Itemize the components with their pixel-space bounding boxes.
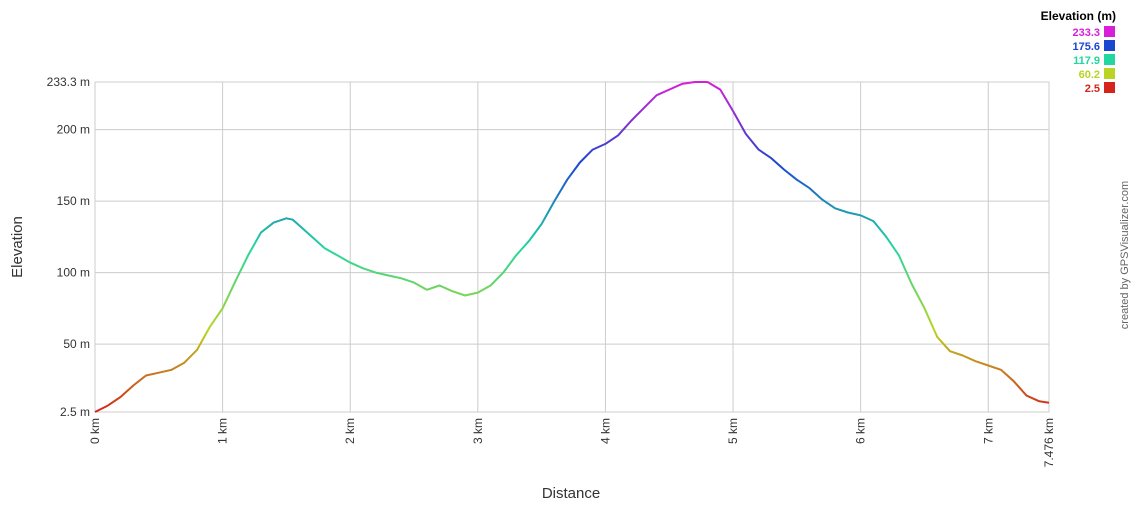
legend-entry-label: 175.6 <box>1072 41 1100 53</box>
plot-area <box>94 81 1050 413</box>
y-tick-label: 150 m <box>57 194 90 208</box>
x-tick-label: 0 km <box>88 418 102 444</box>
x-tick-label: 7.476 km <box>1042 418 1056 467</box>
x-tick-label: 7 km <box>981 418 995 444</box>
y-tick-label: 233.3 m <box>47 75 90 89</box>
legend: Elevation (m) 233.3 175.6 117.9 60.2 2.5 <box>1041 9 1116 95</box>
elevation-series-line <box>94 81 1050 413</box>
legend-title: Elevation (m) <box>1041 9 1116 23</box>
x-tick-label: 3 km <box>471 418 485 444</box>
y-tick-labels: 2.5 m 50 m 100 m 150 m 200 m 233.3 m <box>47 75 90 419</box>
legend-color-swatch <box>1104 40 1115 51</box>
y-tick-label: 100 m <box>57 266 90 280</box>
x-axis-title: Distance <box>542 485 600 502</box>
legend-color-swatch <box>1104 26 1115 37</box>
legend-entry-label: 117.9 <box>1073 55 1100 67</box>
x-tick-label: 1 km <box>216 418 230 444</box>
credit-text: created by GPSVisualizer.com <box>1119 181 1131 329</box>
y-tick-label: 2.5 m <box>60 405 90 419</box>
legend-entry-label: 60.2 <box>1079 69 1100 81</box>
legend-entry-label: 2.5 <box>1085 83 1100 95</box>
legend-color-swatch <box>1104 68 1115 79</box>
legend-color-swatch <box>1104 54 1115 65</box>
y-tick-label: 200 m <box>57 123 90 137</box>
legend-color-swatch <box>1104 82 1115 93</box>
x-tick-label: 4 km <box>598 418 612 444</box>
x-tick-label: 6 km <box>854 418 868 444</box>
legend-entry-label: 233.3 <box>1072 27 1100 39</box>
y-axis-title: Elevation <box>9 216 26 278</box>
x-tick-label: 2 km <box>343 418 357 444</box>
x-tick-label: 5 km <box>726 418 740 444</box>
grid-lines <box>94 81 1050 413</box>
x-tick-labels: 0 km 1 km 2 km 3 km 4 km 5 km 6 km 7 km 7.476 km <box>88 418 1056 467</box>
y-tick-label: 50 m <box>63 337 90 351</box>
